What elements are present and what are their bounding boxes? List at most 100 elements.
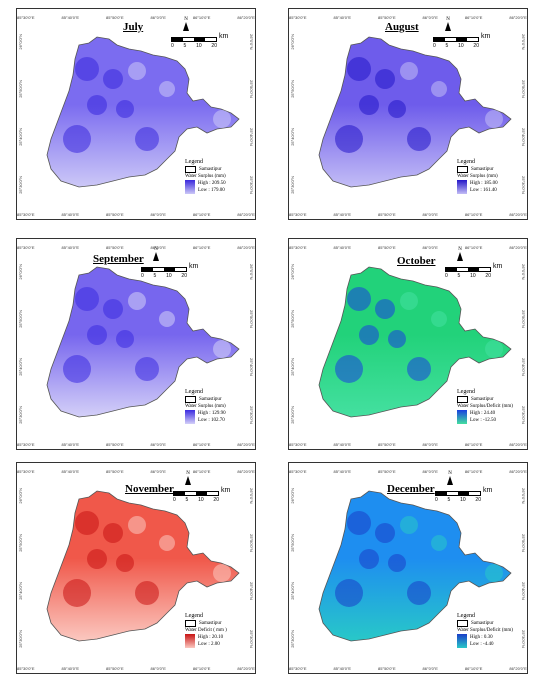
lon-tick-label: 85°30'0"E — [17, 212, 35, 217]
map-panel-december: 85°30'0"E 85°40'0"E 85°50'0"E 86°0'0"E 86°10… — [288, 462, 528, 674]
scale-segment — [445, 38, 456, 41]
lat-tick-label: 26°0'0"N — [521, 488, 526, 504]
legend-variable: Water Deficit ( mm ) — [185, 628, 227, 633]
lat-tick-label: 25°40'0"N — [249, 582, 254, 600]
lon-tick-label: 85°30'0"E — [289, 212, 307, 217]
value-hotspot — [63, 579, 91, 607]
value-hotspot — [400, 62, 418, 80]
map-panel-july: 85°30'0"E 85°40'0"E 85°50'0"E 86°0'0"E 86°10… — [16, 8, 256, 220]
scale-bar: 0 5 10 20 km — [171, 33, 228, 49]
value-hotspot — [407, 581, 431, 605]
lat-tick-label: 26°0'0"N — [249, 488, 254, 504]
lon-tick-label: 86°20'0"E — [237, 15, 255, 20]
lat-tick-label: 26°0'0"N — [521, 34, 526, 50]
lat-ticks-right: 26°0'0"N 25°50'0"N 25°40'0"N 25°30'0"N — [249, 249, 254, 439]
lon-tick-label: 85°30'0"E — [289, 666, 307, 671]
value-hotspot — [63, 125, 91, 153]
scale-segment — [175, 268, 186, 271]
scale-segment — [183, 38, 194, 41]
legend-ramp-row: High : 20.10 Low : 2.00 — [185, 634, 227, 648]
north-arrow-icon: N — [445, 471, 455, 485]
scale-bar-graphic — [433, 37, 479, 42]
boundary-swatch — [457, 166, 468, 173]
lon-tick-label: 85°30'0"E — [17, 469, 35, 474]
lon-ticks-top: 85°30'0"E 85°40'0"E 85°50'0"E 86°0'0"E 86°10… — [17, 245, 255, 250]
scale-number: 5 — [445, 43, 449, 49]
value-hotspot — [485, 110, 503, 128]
legend: Legend Samastipur Water Surplus/Deficit (m… — [457, 613, 513, 648]
legend-ramp-row: High : 209.50 Low : 179.00 — [185, 180, 226, 194]
value-hotspot — [375, 299, 395, 319]
samastipur-map — [46, 266, 240, 418]
value-hotspot — [128, 516, 146, 534]
value-hotspot — [87, 549, 107, 569]
map-panel-august: 85°30'0"E 85°40'0"E 85°50'0"E 86°0'0"E 86°10… — [288, 8, 528, 220]
value-hotspot — [388, 554, 406, 572]
lon-tick-label: 85°50'0"E — [378, 245, 396, 250]
north-arrow-shape — [185, 476, 191, 485]
legend-low: Low : 161.40 — [470, 188, 497, 193]
lat-ticks-right: 26°0'0"N 25°50'0"N 25°40'0"N 25°30'0"N — [521, 249, 526, 439]
scale-number: 20 — [211, 43, 217, 49]
scale-numbers: 0 5 10 20 — [435, 497, 481, 503]
north-label: N — [458, 247, 462, 252]
boundary-swatch — [457, 620, 468, 627]
lat-tick-label: 25°50'0"N — [521, 309, 526, 328]
lat-tick-label: 25°50'0"N — [249, 533, 254, 552]
value-hotspot — [431, 311, 447, 327]
panel-title: August — [385, 21, 419, 33]
legend-high: High : 0.30 — [470, 635, 493, 640]
lon-tick-label: 86°0'0"E — [422, 15, 438, 20]
lon-tick-label: 85°40'0"E — [333, 442, 352, 447]
lon-tick-label: 85°50'0"E — [106, 666, 124, 671]
lon-tick-label: 86°20'0"E — [237, 442, 255, 447]
scale-unit: km — [219, 33, 229, 40]
panel-title: October — [397, 255, 436, 267]
lat-ticks-right: 26°0'0"N 25°50'0"N 25°40'0"N 25°30'0"N — [249, 473, 254, 663]
north-label: N — [186, 471, 190, 476]
value-hotspot — [103, 299, 123, 319]
lon-tick-label: 86°0'0"E — [150, 15, 166, 20]
samastipur-map — [46, 36, 240, 188]
lon-ticks-bottom: 85°30'0"E 85°40'0"E 85°50'0"E 86°0'0"E 86°10… — [17, 442, 255, 447]
scale-number: 10 — [460, 497, 466, 503]
boundary-swatch — [185, 166, 196, 173]
legend: Legend Samastipur Water Surplus/Deficit (m… — [457, 389, 513, 424]
value-hotspot — [375, 69, 395, 89]
north-label: N — [154, 247, 158, 252]
legend: Legend Samastipur Water Surplus (mm) High :… — [457, 159, 498, 194]
scale-segment — [458, 492, 469, 495]
scale-numbers: 0 5 10 20 — [445, 273, 491, 279]
lat-tick-label: 26°0'0"N — [249, 264, 254, 280]
color-ramp — [185, 634, 195, 648]
value-hotspot — [75, 287, 99, 311]
legend-variable: Water Surplus/Deficit (mm) — [457, 628, 513, 633]
legend-low: Low : 179.00 — [198, 188, 225, 193]
value-hotspot — [335, 579, 363, 607]
lat-tick-label: 25°40'0"N — [249, 358, 254, 376]
value-hotspot — [485, 564, 503, 582]
lat-tick-label: 25°50'0"N — [521, 79, 526, 98]
ramp-values: High : 185.00 Low : 161.40 — [470, 180, 498, 194]
scale-bar-graphic — [445, 267, 491, 272]
lat-tick-label: 25°40'0"N — [521, 358, 526, 376]
scale-segment — [207, 492, 218, 495]
scale-number: 10 — [198, 497, 204, 503]
scale-bar: 0 5 10 20 km — [141, 263, 198, 279]
lon-tick-label: 85°50'0"E — [106, 15, 124, 20]
samastipur-map — [46, 490, 240, 642]
color-ramp — [457, 634, 467, 648]
ramp-values: High : 129.90 Low : 102.70 — [198, 410, 226, 424]
lon-tick-label: 86°10'0"E — [192, 15, 211, 20]
panel-title: July — [123, 21, 144, 33]
scale-bar-graphic — [171, 37, 217, 42]
scale-number: 5 — [183, 43, 187, 49]
legend-low: Low : 2.00 — [198, 642, 220, 647]
boundary-label: Samastipur — [471, 167, 494, 172]
legend-title: Legend — [185, 389, 203, 395]
value-hotspot — [159, 535, 175, 551]
scale-number: 5 — [447, 497, 451, 503]
scale-bar: 0 5 10 20 km — [433, 33, 490, 49]
ramp-values: High : 0.30 Low : -4.40 — [470, 634, 493, 648]
scale-segment — [164, 268, 175, 271]
